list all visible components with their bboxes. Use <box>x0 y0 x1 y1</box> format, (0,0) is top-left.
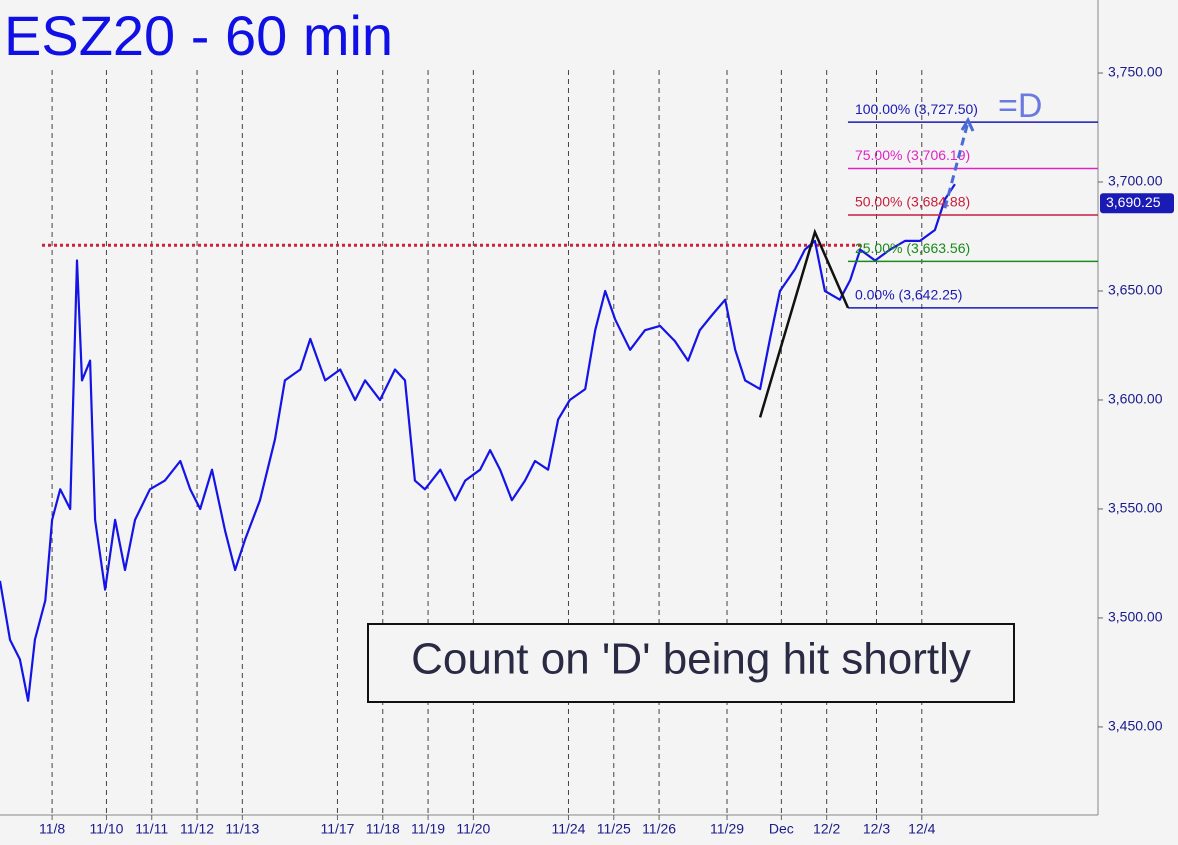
fib-label: 0.00% (3,642.25) <box>855 287 962 303</box>
projection-arrow <box>943 121 970 209</box>
plot: 11/8 11/10 11/11 11/12 11/13 11/17 11/18 11/19 1… <box>0 64 1174 837</box>
y-tick-label: 3,750.00 <box>1108 64 1163 80</box>
fib-label: 100.00% (3,727.50) <box>855 101 978 117</box>
annotation-box <box>367 623 1015 703</box>
x-tick-label: 12/4 <box>908 821 935 837</box>
x-tick-label: 11/19 <box>411 821 445 837</box>
price-line <box>0 183 956 702</box>
x-tick-label: Dec <box>769 821 794 837</box>
y-tick-label: 3,500.00 <box>1108 609 1163 625</box>
x-tick-label: 11/10 <box>89 821 123 837</box>
fib-label: 50.00% (3,684.88) <box>855 194 970 210</box>
y-tick-label: 3,550.00 <box>1108 500 1163 516</box>
last-price-label: 3,690.25 <box>1106 194 1161 210</box>
last-price-box <box>1100 193 1174 214</box>
target-label: =D <box>998 87 1042 125</box>
pattern-line <box>758 228 850 418</box>
y-tick-label: 3,650.00 <box>1108 282 1163 298</box>
chart-title: ESZ20 - 60 min <box>4 4 393 67</box>
annotation: Count on 'D' being hit shortly <box>411 635 971 684</box>
arrow-head <box>960 116 975 132</box>
x-tick-label: 12/2 <box>813 821 840 837</box>
y-tick-label: 3,600.00 <box>1108 391 1163 407</box>
fib-label: 75.00% (3,706.19) <box>855 147 970 163</box>
x-tick-label: 11/11 <box>135 821 168 837</box>
x-tick-label: 11/17 <box>320 821 354 837</box>
x-tick-label: 12/3 <box>863 821 890 837</box>
x-tick-label: 11/26 <box>642 821 676 837</box>
y-tick-label: 3,450.00 <box>1108 718 1163 734</box>
x-tick-label: 11/13 <box>225 821 259 837</box>
x-tick-label: 11/8 <box>39 821 65 837</box>
x-tick-label: 11/20 <box>456 821 490 837</box>
fib-label: 25.00% (3,663.56) <box>855 240 970 256</box>
x-tick-label: 11/12 <box>180 821 214 837</box>
y-tick-label: 3,700.00 <box>1108 173 1163 189</box>
x-tick-label: 11/29 <box>710 821 744 837</box>
x-tick-label: 11/18 <box>366 821 400 837</box>
x-tick-label: 11/24 <box>551 821 585 837</box>
x-tick-label: 11/25 <box>597 821 631 837</box>
